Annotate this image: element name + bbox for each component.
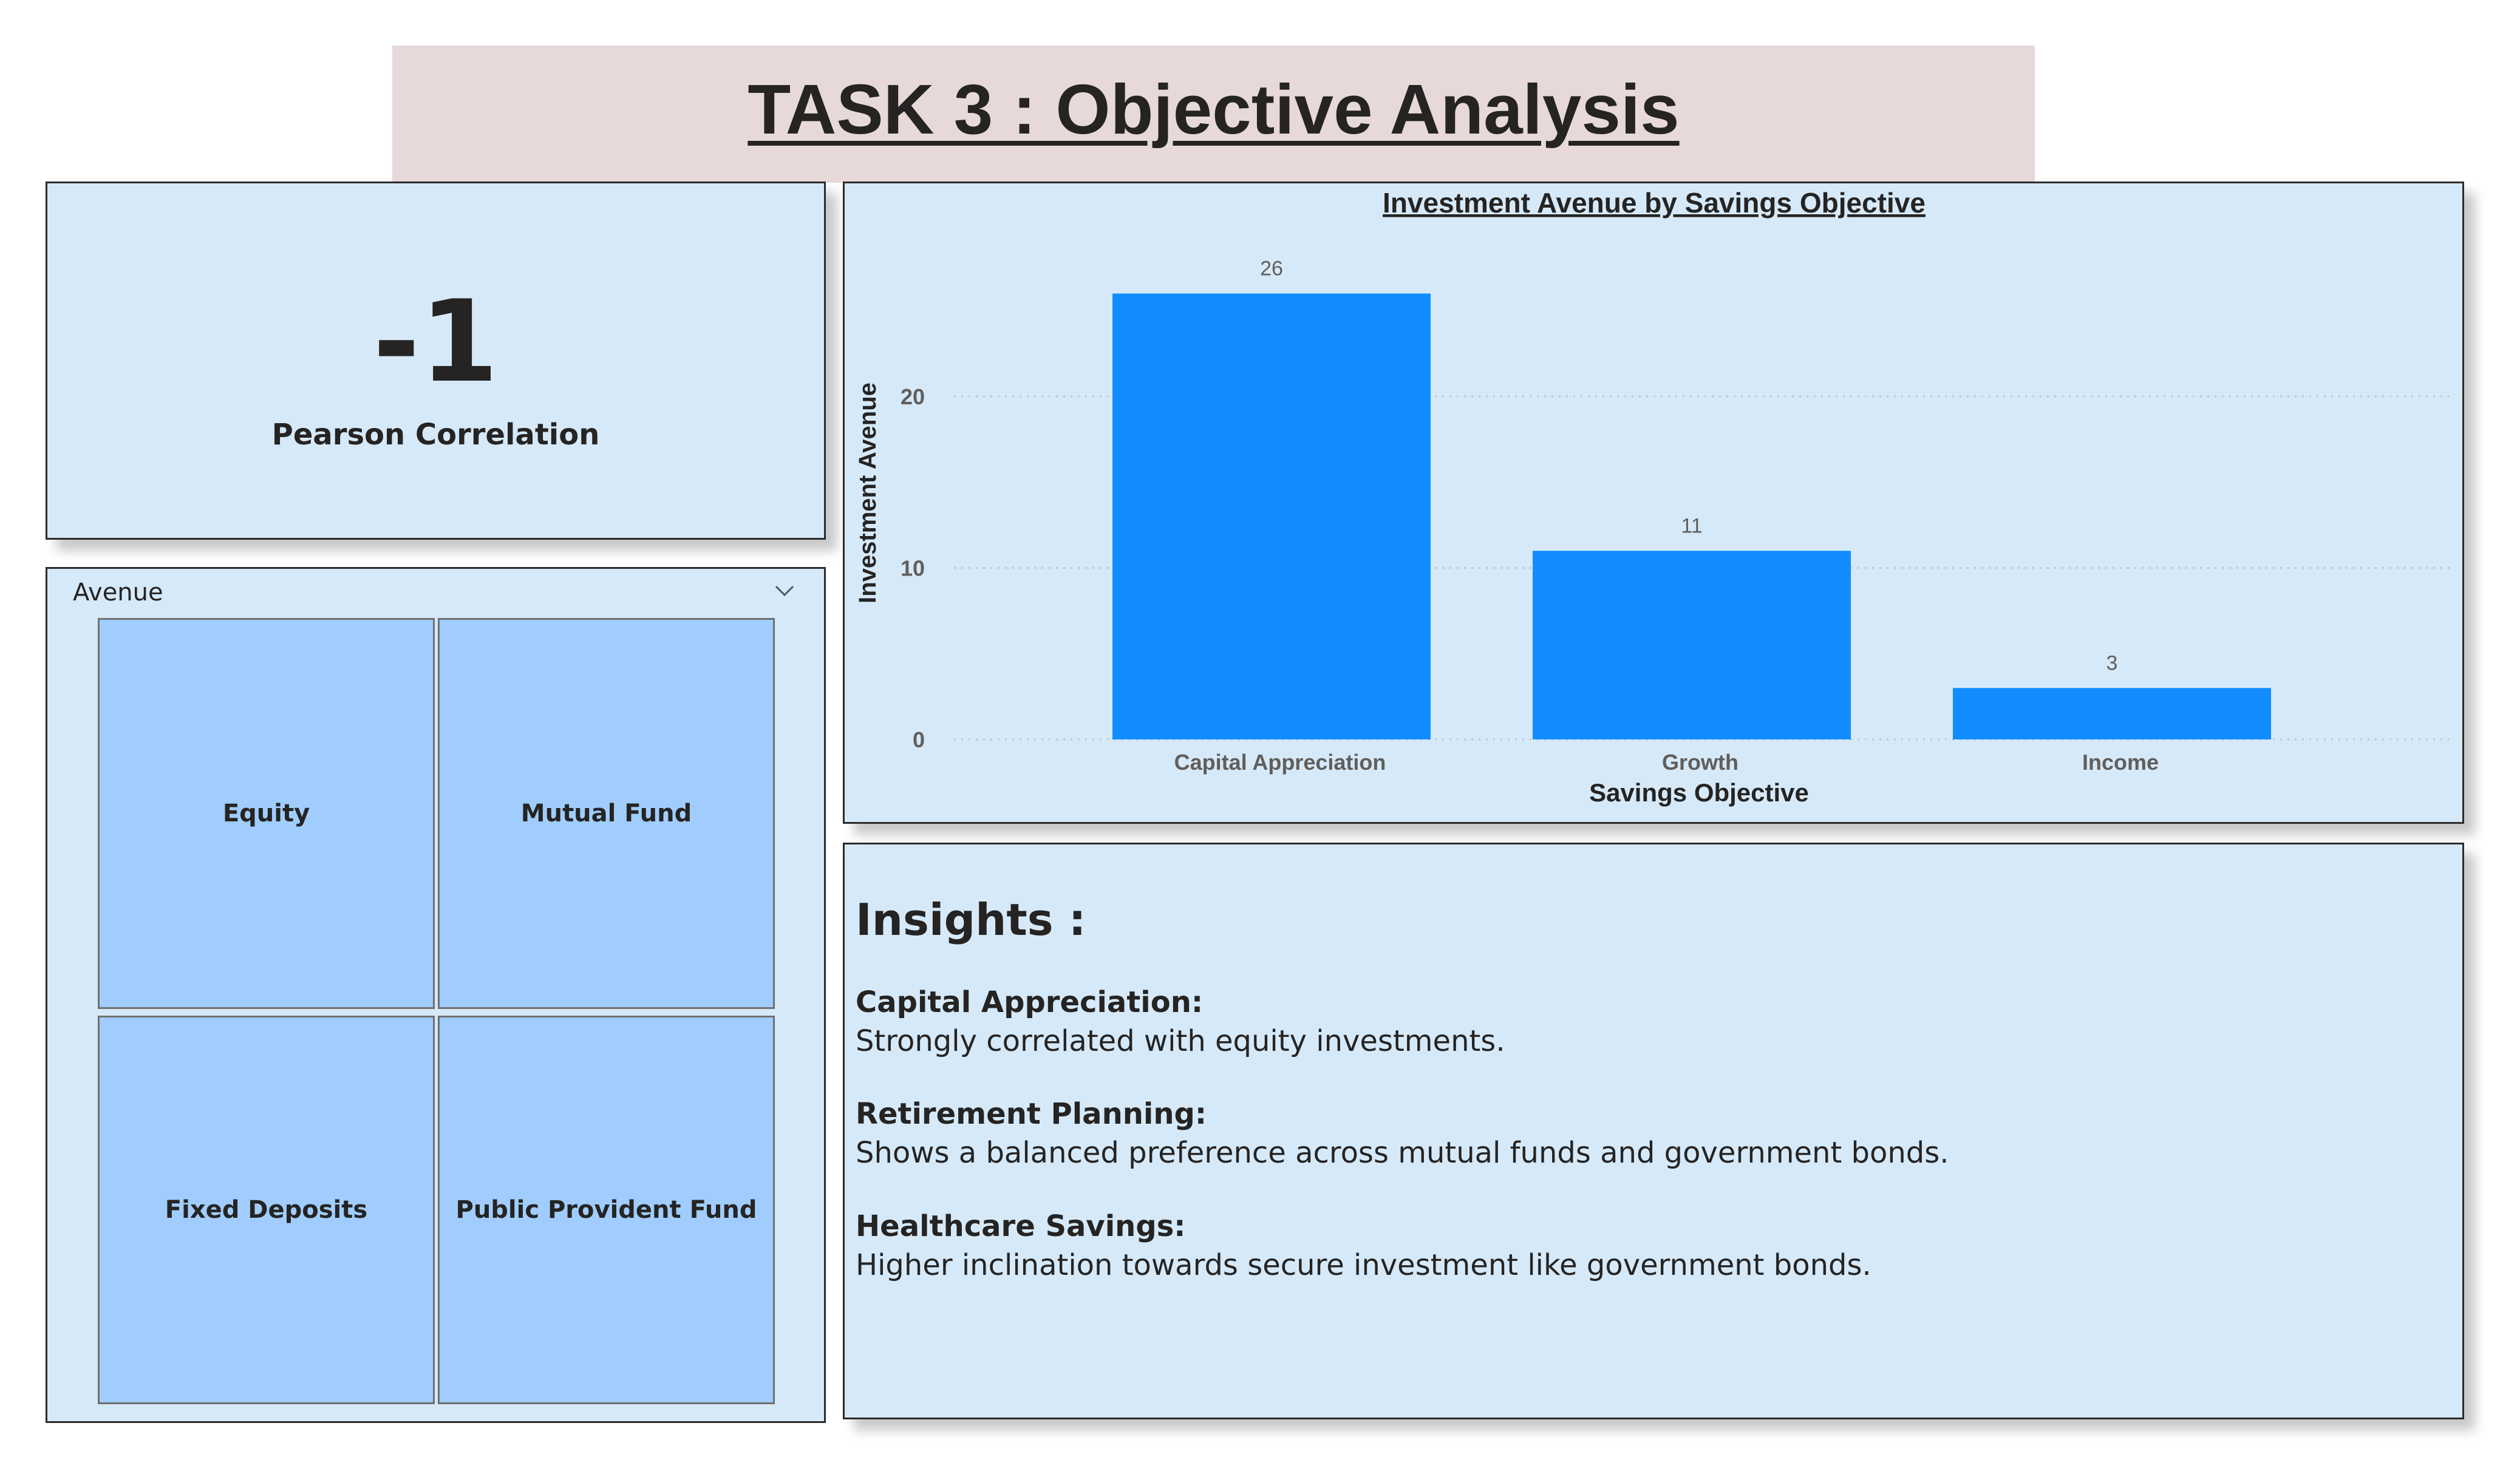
insight-capital-appreciation: Capital Appreciation: Strongly correlate…: [856, 983, 1505, 1061]
insights-title: Insights :: [856, 894, 1086, 945]
x-axis-label: Savings Objective: [1589, 778, 1809, 807]
slicer-option-public-provident-fund[interactable]: Public Provident Fund: [438, 1016, 775, 1404]
slicer-option-equity[interactable]: Equity: [98, 618, 435, 1009]
page-title: TASK 3 : Objective Analysis: [747, 70, 1680, 149]
x-tick-label: Capital Appreciation: [1174, 750, 1386, 775]
bar-growth[interactable]: [1533, 551, 1851, 739]
slicer-header: Avenue: [73, 579, 163, 606]
data-label: 11: [1681, 514, 1702, 537]
chevron-down-icon[interactable]: [774, 580, 795, 602]
insights-card: Insights : Capital Appreciation: Strongl…: [843, 843, 2464, 1419]
y-tick-label: 0: [913, 727, 925, 752]
insight-text: Higher inclination towards secure invest…: [856, 1248, 1871, 1282]
insight-text: Strongly correlated with equity investme…: [856, 1024, 1505, 1058]
y-tick-label: 10: [901, 556, 925, 581]
insight-retirement-planning: Retirement Planning: Shows a balanced pr…: [856, 1095, 1949, 1172]
bar-income[interactable]: [1953, 688, 2271, 739]
kpi-label: Pearson Correlation: [271, 418, 600, 452]
data-label: 26: [1260, 257, 1283, 280]
insight-healthcare-savings: Healthcare Savings: Higher inclination t…: [856, 1207, 1871, 1285]
insight-heading: Capital Appreciation:: [856, 985, 1204, 1019]
x-tick-label: Growth: [1662, 750, 1738, 775]
y-axis-label: Investment Avenue: [854, 382, 881, 603]
y-tick-label: 20: [901, 384, 925, 409]
title-banner: TASK 3 : Objective Analysis: [392, 46, 2035, 183]
chart-title: Investment Avenue by Savings Objective: [1383, 187, 1926, 219]
insight-text: Shows a balanced preference across mutua…: [856, 1136, 1949, 1170]
bar-capital-appreciation[interactable]: [1112, 293, 1431, 740]
kpi-value: -1: [373, 276, 499, 407]
slicer-option-fixed-deposits[interactable]: Fixed Deposits: [98, 1016, 435, 1404]
data-label: 3: [2106, 651, 2118, 674]
insight-heading: Healthcare Savings:: [856, 1209, 1186, 1243]
slicer-option-mutual-fund[interactable]: Mutual Fund: [438, 618, 775, 1009]
bar-chart: Investment Avenue by Savings Objective I…: [854, 187, 2454, 807]
avenue-slicer: Avenue Equity Mutual Fund Fixed Deposits…: [46, 567, 826, 1423]
bar-chart-card: Investment Avenue by Savings Objective I…: [843, 182, 2464, 824]
insight-heading: Retirement Planning:: [856, 1097, 1207, 1131]
x-tick-label: Income: [2082, 750, 2159, 775]
kpi-card: -1 Pearson Correlation: [46, 182, 826, 540]
